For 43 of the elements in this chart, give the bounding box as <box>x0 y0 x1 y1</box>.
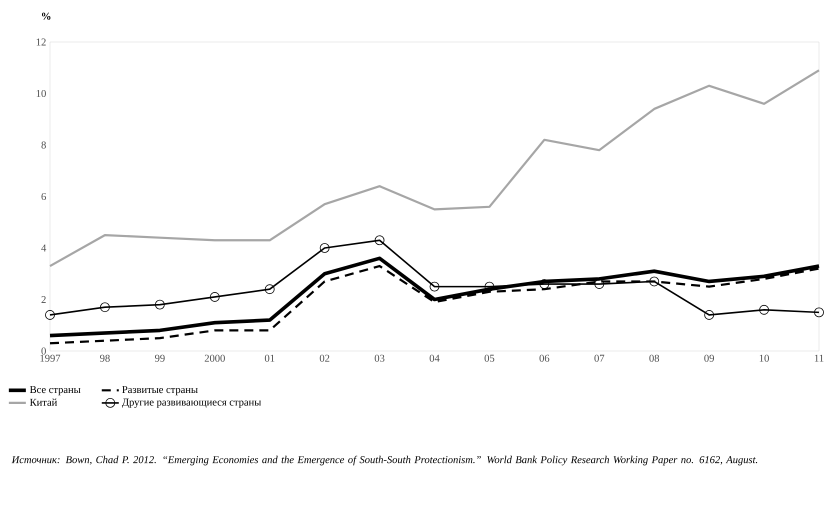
x-tick-label: 07 <box>594 354 604 362</box>
point <box>430 282 440 292</box>
y-tick-label: 2 <box>42 296 46 303</box>
x-tick-label: 03 <box>374 354 384 362</box>
point <box>649 276 660 286</box>
y-tick-label: 12 <box>36 38 46 46</box>
point <box>484 282 494 292</box>
y-tick-label: 4 <box>41 244 46 252</box>
y-axis-title: % <box>42 12 50 20</box>
point <box>100 302 110 312</box>
point <box>814 307 824 318</box>
text: Источник: Bown, Chad P. 2012. “Emerging Economies and the Emergence of South-South Protectionism.” World Bank Policy Research Working Paper no. 6162, August. <box>12 456 758 466</box>
x-tick-label: 05 <box>484 354 494 362</box>
point <box>759 304 769 315</box>
point <box>320 243 330 253</box>
point <box>374 235 384 246</box>
point <box>594 279 604 289</box>
x-tick-label: 1997 <box>40 354 60 362</box>
line-series <box>48 69 820 268</box>
point <box>210 292 220 302</box>
x-tick-label: 08 <box>649 354 660 362</box>
x-tick-label: 10 <box>760 354 769 362</box>
y-tick-label: 0 <box>41 347 46 355</box>
x-tick-label: 02 <box>320 354 330 362</box>
x-tick-label: 01 <box>264 354 274 362</box>
legend-label: Все страны <box>30 386 80 396</box>
y-tick-label: 6 <box>42 192 46 200</box>
x-tick-label: 2000 <box>204 354 225 362</box>
legend-label: Развитые страны <box>122 386 198 396</box>
x-tick-label: 11 <box>814 354 824 362</box>
x-tick-label: 06 <box>540 354 550 362</box>
y-tick-label: 8 <box>41 141 46 149</box>
x-tick-label: 09 <box>704 354 714 362</box>
point <box>45 310 55 320</box>
x-tick-label: 04 <box>430 354 440 362</box>
point <box>264 284 275 294</box>
point <box>154 300 165 310</box>
x-tick-label: 99 <box>154 354 165 362</box>
legend-label: Другие развивающиеся страны <box>122 398 262 408</box>
x-tick-label: 98 <box>100 354 110 362</box>
y-tick-label: 10 <box>36 90 46 98</box>
point <box>704 310 714 320</box>
legend-label: Китай <box>30 398 58 406</box>
